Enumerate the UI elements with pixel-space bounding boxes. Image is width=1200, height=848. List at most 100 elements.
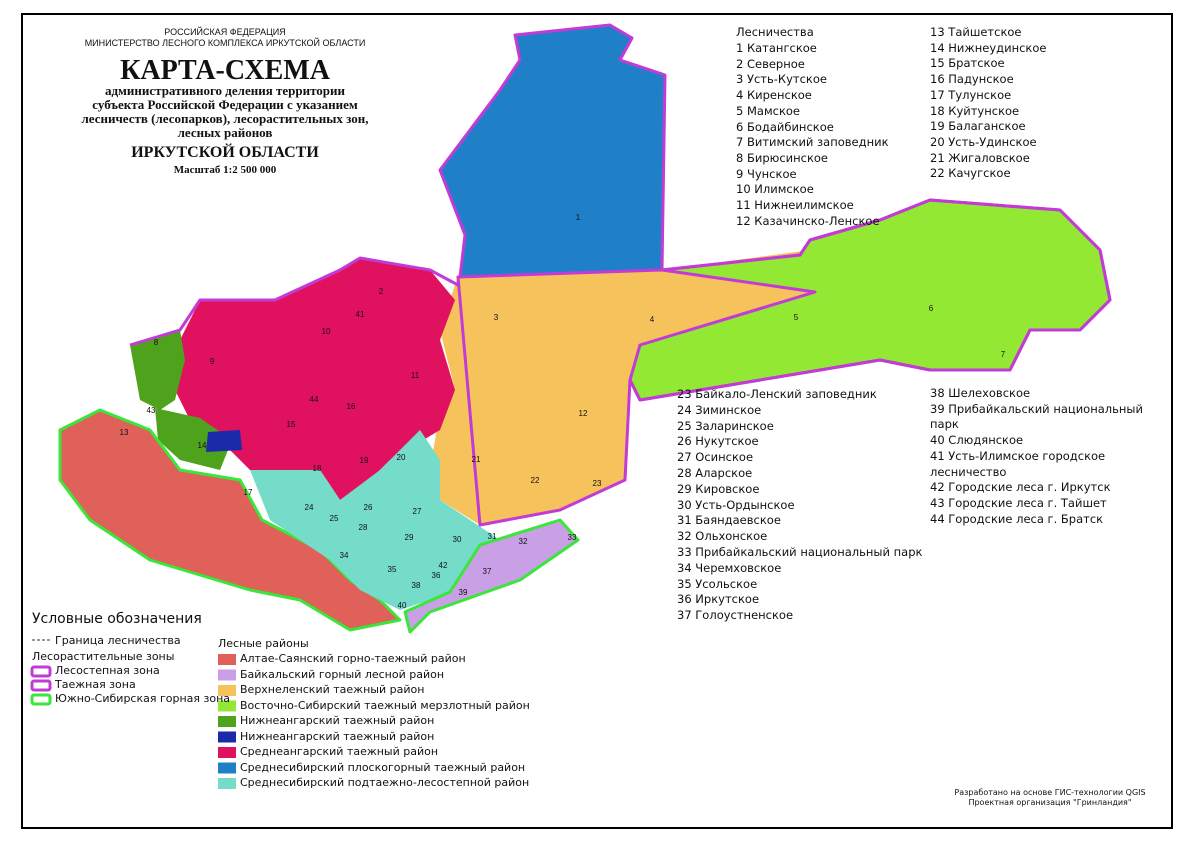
zone-name: Южно-Сибирская горная зона: [55, 692, 231, 705]
forestry-item: 39 Прибайкальский национальный парк: [930, 401, 1143, 432]
map-label: 24: [305, 503, 314, 512]
legend: [30, 654, 236, 789]
frame: [21, 13, 1173, 829]
map-label: 42: [439, 561, 448, 570]
region-swatch: [218, 685, 236, 696]
region-name: Байкальский горный лесной район: [240, 667, 445, 681]
map-label: 33: [568, 533, 577, 542]
region-name: Среднесибирский подтаежно-лесостепной ра…: [240, 776, 530, 789]
zone-name: Лесостепная зона: [55, 664, 160, 677]
forestry-item: 8 Бирюсинское: [736, 150, 829, 165]
map-label: 21: [472, 455, 481, 464]
forestry-item: 33 Прибайкальский национальный парк: [677, 545, 923, 559]
forestry-item: 3 Усть-Кутское: [736, 72, 827, 87]
map-label: 39: [459, 588, 468, 597]
forestry-item: 2 Северное: [736, 56, 805, 71]
description: административного деления территории суб…: [81, 83, 369, 140]
forestry-item: 10 Илимское: [736, 182, 814, 197]
map-label: 18: [313, 464, 322, 473]
region-swatch: [218, 762, 236, 774]
zone-outline: [456, 198, 1112, 527]
forestry-item: 25 Заларинское: [677, 418, 774, 433]
forestry-item: 37 Голоустненское: [677, 608, 794, 623]
map-label: 36: [432, 571, 441, 580]
map-label: 27: [413, 507, 422, 516]
forestry-item: 19 Балаганское: [930, 119, 1026, 134]
map-label: 28: [359, 523, 368, 532]
forestry-item: 16 Падунское: [930, 72, 1014, 87]
zone-swatch: [30, 665, 52, 678]
region-swatch: [218, 731, 236, 743]
forest-regions: [58, 23, 1112, 634]
map-label: 8: [154, 338, 159, 347]
map-label: 1: [576, 213, 581, 222]
org1: РОССИЙСКАЯ ФЕДЕРАЦИЯ: [164, 27, 286, 37]
region-14: [155, 408, 232, 470]
zone-outline-west: [129, 256, 459, 347]
footer: Разработано на основе ГИС-технологии QGI…: [900, 788, 1200, 808]
forestry-item: 43 Городские леса г. Тайшет: [930, 495, 1107, 510]
map-label: 6: [929, 304, 934, 313]
map-label: 17: [244, 488, 253, 497]
forestry-item: 15 Братское: [930, 56, 1005, 71]
map-label: 44: [310, 395, 319, 404]
map-label: 16: [347, 402, 356, 411]
map-label: 14: [198, 441, 207, 450]
map-label: 30: [453, 535, 462, 544]
legend-regions-heading: Лесные районы: [218, 637, 309, 650]
map-label: 4: [650, 315, 655, 324]
map-label: 34: [340, 551, 349, 560]
region-swatch: [218, 747, 236, 758]
map-label: 43: [147, 406, 156, 415]
forestry-item: 41 Усть-Илимское городское лесничество: [930, 448, 1106, 479]
org2: МИНИСТЕРСТВО ЛЕСНОГО КОМПЛЕКСА ИРКУТСКОЙ…: [84, 38, 366, 48]
region-name: Нижнеангарский таежный район: [240, 714, 435, 727]
region-angara: [175, 258, 455, 500]
region-steppe: [250, 430, 520, 610]
forestry-item: 17 Тулунское: [930, 87, 1012, 102]
region: ИРКУТСКОЙ ОБЛАСТИ: [131, 144, 319, 161]
region-name: Верхнеленский таежный район: [240, 683, 425, 696]
forestry-item: 31 Баяндаевское: [677, 513, 781, 528]
map-label: 40: [398, 601, 407, 610]
forestry-item: 40 Слюдянское: [930, 433, 1024, 448]
region-swatch: [218, 669, 236, 681]
map-label: 37: [483, 567, 492, 576]
region-swatch: [218, 778, 236, 789]
map-label: 35: [388, 565, 397, 574]
forestry-item: 11 Нижнеилимское: [736, 198, 854, 212]
map-label: 23: [593, 479, 602, 488]
zone-name: Таежная зона: [55, 678, 136, 691]
map-label: 5: [794, 313, 799, 322]
forestry-item: 22 Качугское: [930, 166, 1011, 181]
region-swatch: [218, 654, 236, 665]
map-label: 3: [494, 313, 499, 322]
map-label: 38: [412, 581, 421, 590]
forestry-item: 30 Усть-Ордынское: [677, 497, 795, 512]
region-8: [130, 330, 185, 410]
forestry-item: 36 Иркутское: [677, 592, 760, 607]
forestry-item: 34 Черемховское: [677, 560, 782, 575]
legend-title: Условные обозначения: [32, 611, 202, 627]
forestry-item: 6 Бодайбинское: [736, 119, 834, 134]
forestry-item: 29 Кировское: [677, 481, 760, 496]
forestry-item: 23 Байкало-Ленский заповедник: [677, 387, 877, 401]
map-label: 31: [488, 532, 497, 541]
forestry-item: 9 Чунское: [736, 166, 797, 181]
map-label: 22: [531, 476, 540, 485]
map-label: 7: [1001, 350, 1006, 359]
forestry-item: 14 Нижнеудинское: [930, 40, 1047, 55]
region-name: Алтае-Саянский горно-таежный район: [240, 652, 466, 665]
region-name: Среднесибирский плоскогорный таежный рай…: [240, 760, 526, 774]
map-label: 10: [322, 327, 331, 336]
zone-swatch: [30, 693, 52, 706]
forestry-item: 18 Куйтунское: [930, 103, 1020, 118]
map-label: 26: [364, 503, 373, 512]
legend-zones-heading: Лесорастительные зоны: [32, 650, 175, 663]
map-label: 32: [519, 537, 528, 546]
map-label: 15: [287, 420, 296, 429]
region-name: Среднеангарский таежный район: [240, 745, 439, 758]
forestry-item: 4 Киренское: [736, 88, 812, 103]
